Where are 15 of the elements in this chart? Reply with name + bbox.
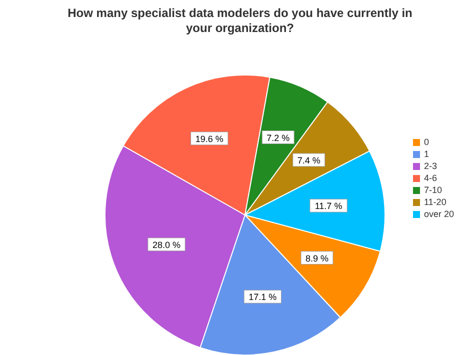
legend-label: 4-6 <box>424 172 437 182</box>
data-label: 11.7 % <box>314 201 342 212</box>
data-label: 17.1 % <box>248 292 277 302</box>
legend-label: 2-3 <box>424 160 437 170</box>
data-label: 7.4 % <box>297 155 320 166</box>
legend-label: 7-10 <box>424 184 442 194</box>
chart-title: How many specialist data modelers do you have currently in your organization? <box>66 6 414 36</box>
legend-label: 1 <box>424 148 429 158</box>
legend-label: over 20 <box>424 208 454 218</box>
data-label: 8.9 % <box>305 253 328 264</box>
data-label: 7.2 % <box>266 132 290 143</box>
data-label: 19.6 % <box>195 134 224 144</box>
data-label: 28.0 % <box>152 240 181 250</box>
legend-label: 11-20 <box>424 196 446 206</box>
legend-label: 0 <box>424 136 429 146</box>
